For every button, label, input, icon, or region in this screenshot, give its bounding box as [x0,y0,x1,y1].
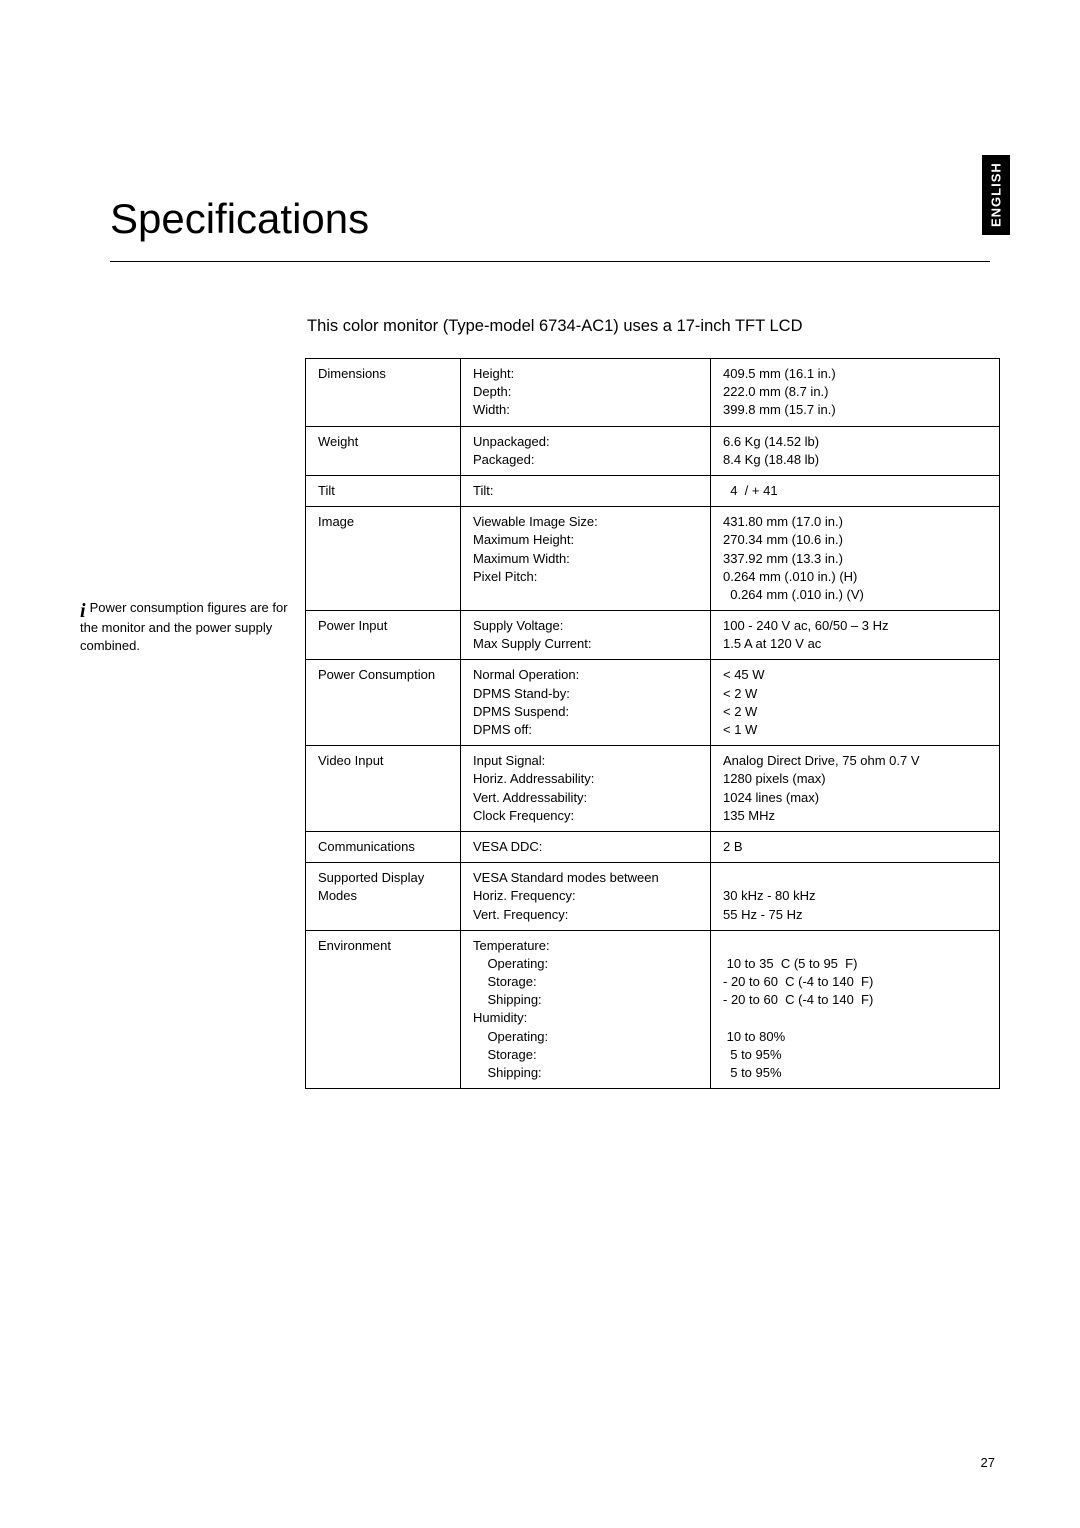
content-row: iPower consumption figures are for the m… [80,317,1000,1089]
table-cell-attribute: VESA DDC: [461,831,711,862]
table-cell-attribute: Temperature: Operating: Storage: Shippin… [461,930,711,1089]
main-column: This color monitor (Type-model 6734-AC1)… [305,317,1000,1089]
table-cell-category: Video Input [306,746,461,832]
sidebar: iPower consumption figures are for the m… [80,317,305,654]
sidebar-note: iPower consumption figures are for the m… [80,599,290,654]
table-cell-attribute: Normal Operation: DPMS Stand-by: DPMS Su… [461,660,711,746]
table-row: Power ConsumptionNormal Operation: DPMS … [306,660,1000,746]
table-row: WeightUnpackaged: Packaged:6.6 Kg (14.52… [306,426,1000,475]
table-cell-attribute: Viewable Image Size: Maximum Height: Max… [461,507,711,611]
table-row: Video InputInput Signal: Horiz. Addressa… [306,746,1000,832]
title-rule [110,261,990,262]
table-cell-attribute: Height: Depth: Width: [461,359,711,427]
language-tab: ENGLISH [982,155,1010,235]
table-cell-value: 409.5 mm (16.1 in.) 222.0 mm (8.7 in.) 3… [711,359,1000,427]
table-cell-category: Supported Display Modes [306,863,461,931]
table-cell-category: Power Consumption [306,660,461,746]
table-cell-category: Weight [306,426,461,475]
table-cell-category: Environment [306,930,461,1089]
table-cell-category: Tilt [306,475,461,506]
table-cell-category: Dimensions [306,359,461,427]
table-row: DimensionsHeight: Depth: Width:409.5 mm … [306,359,1000,427]
table-row: EnvironmentTemperature: Operating: Stora… [306,930,1000,1089]
table-cell-value: 10 to 35 C (5 to 95 F) - 20 to 60 C (-4 … [711,930,1000,1089]
page-container: ENGLISH Specifications iPower consumptio… [0,0,1080,1528]
table-cell-value: < 45 W < 2 W < 2 W < 1 W [711,660,1000,746]
table-cell-value: 6.6 Kg (14.52 lb) 8.4 Kg (18.48 lb) [711,426,1000,475]
page-number: 27 [981,1455,995,1470]
table-cell-category: Power Input [306,611,461,660]
table-cell-attribute: Tilt: [461,475,711,506]
table-cell-attribute: VESA Standard modes between Horiz. Frequ… [461,863,711,931]
table-row: TiltTilt: 4 / + 41 [306,475,1000,506]
table-cell-attribute: Unpackaged: Packaged: [461,426,711,475]
table-cell-category: Image [306,507,461,611]
sidebar-note-text: Power consumption figures are for the mo… [80,600,288,653]
table-cell-value: 30 kHz - 80 kHz 55 Hz - 75 Hz [711,863,1000,931]
table-cell-value: 4 / + 41 [711,475,1000,506]
table-row: ImageViewable Image Size: Maximum Height… [306,507,1000,611]
table-row: Supported Display ModesVESA Standard mod… [306,863,1000,931]
subtitle: This color monitor (Type-model 6734-AC1)… [307,317,1000,336]
table-row: Power InputSupply Voltage: Max Supply Cu… [306,611,1000,660]
table-cell-attribute: Input Signal: Horiz. Addressability: Ver… [461,746,711,832]
spec-table: DimensionsHeight: Depth: Width:409.5 mm … [305,358,1000,1089]
table-cell-category: Communications [306,831,461,862]
info-icon: i [80,601,86,621]
table-cell-value: 431.80 mm (17.0 in.) 270.34 mm (10.6 in.… [711,507,1000,611]
page-title: Specifications [110,195,1000,243]
table-cell-attribute: Supply Voltage: Max Supply Current: [461,611,711,660]
table-cell-value: Analog Direct Drive, 75 ohm 0.7 V 1280 p… [711,746,1000,832]
table-cell-value: 100 - 240 V ac, 60/50 – 3 Hz 1.5 A at 12… [711,611,1000,660]
table-cell-value: 2 B [711,831,1000,862]
table-row: CommunicationsVESA DDC:2 B [306,831,1000,862]
